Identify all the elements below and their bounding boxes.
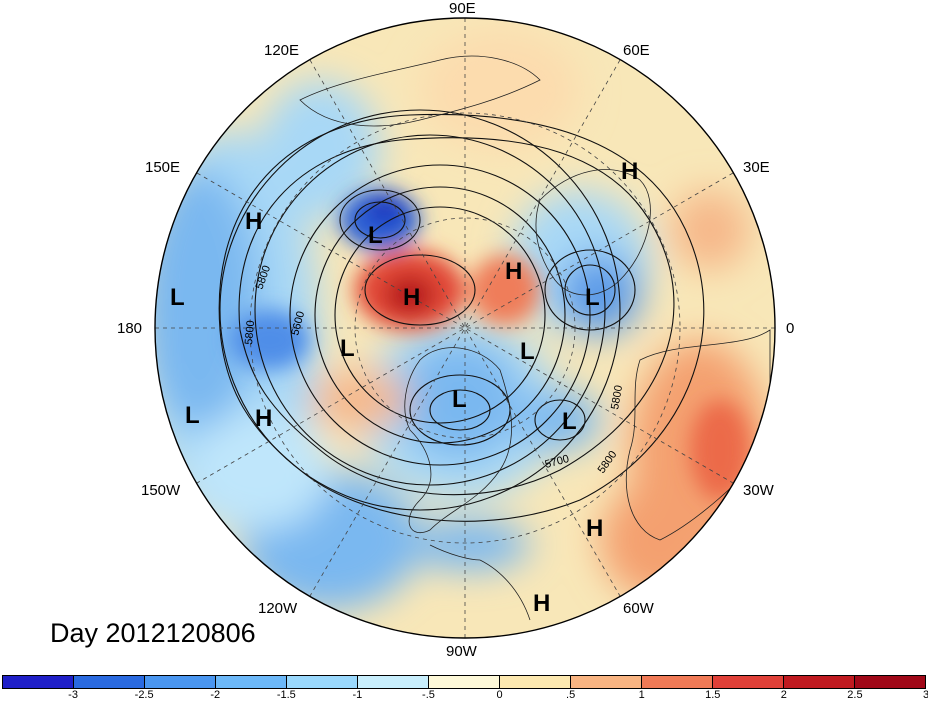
contour-label-3: 5800 — [243, 320, 257, 345]
pressure-center-high: H — [586, 515, 604, 542]
color-bar-tick-label: 1.5 — [705, 689, 721, 701]
pressure-center-low: L — [585, 284, 600, 311]
color-bar-segment — [429, 676, 500, 688]
color-bar-tick-label: 2.5 — [847, 689, 863, 701]
color-bar-tick-label: -1.5 — [276, 689, 296, 701]
coastlines — [299, 55, 771, 621]
color-bar-segment — [784, 676, 855, 688]
pressure-center-high: H — [255, 405, 273, 432]
color-bar-tick-label: -3 — [68, 689, 78, 701]
lon-label-150w: 150W — [141, 482, 181, 499]
color-bar-segment — [74, 676, 145, 688]
lon-label-30e: 30E — [743, 159, 770, 176]
pressure-center-high: H — [505, 258, 523, 285]
color-bar-tick-label: -2.5 — [134, 689, 154, 701]
lon-label-0: 0 — [786, 320, 795, 337]
lon-label-30w: 30W — [743, 482, 774, 499]
pressure-center-low: L — [340, 335, 355, 362]
color-bar-tick-label: -.5 — [422, 689, 435, 701]
color-bar-segment — [358, 676, 429, 688]
pressure-center-high: H — [533, 590, 551, 617]
pressure-center-low: L — [185, 402, 200, 429]
pressure-center-low: L — [520, 338, 535, 365]
color-bar-tick-label: .5 — [566, 689, 576, 701]
geopotential-contours — [218, 109, 705, 522]
pressure-center-high: H — [621, 158, 639, 185]
color-bar-tick-label: -2 — [210, 689, 221, 701]
pressure-center-low: L — [562, 408, 577, 435]
lon-label-120e: 120E — [264, 42, 300, 59]
pressure-center-high: H — [403, 284, 421, 311]
color-bar-tick-label: -1 — [352, 689, 363, 701]
contour-label-6: 5800 — [609, 384, 625, 410]
color-bar-segment — [145, 676, 216, 688]
color-bar-segment — [3, 676, 74, 688]
lon-label-150e: 150E — [145, 159, 181, 176]
lon-label-90w: 90W — [446, 643, 477, 660]
color-bar-tick-label: 3 — [922, 689, 928, 701]
lon-label-180: 180 — [117, 320, 143, 337]
pressure-center-low: L — [170, 284, 185, 311]
color-bar-tick-label: 2 — [780, 689, 787, 701]
color-bar-segment — [571, 676, 642, 688]
pressure-center-high: H — [245, 208, 263, 235]
lon-label-60e: 60E — [623, 42, 650, 59]
pressure-center-low: L — [368, 222, 383, 249]
color-bar-segment — [855, 676, 925, 688]
color-bar-tick-label: 1 — [638, 689, 645, 701]
color-bar-segment — [216, 676, 287, 688]
graticule — [155, 18, 775, 638]
color-bar — [2, 675, 926, 689]
map-boundary — [154, 17, 776, 639]
lon-label-120w: 120W — [258, 600, 298, 617]
color-bar-tick-label: 0 — [496, 689, 503, 701]
lon-label-90e: 90E — [449, 0, 476, 17]
day-label: Day 2012120806 — [50, 618, 256, 648]
color-bar-segment — [500, 676, 571, 688]
lon-label-60w: 60W — [623, 600, 654, 617]
color-bar-segment — [713, 676, 784, 688]
color-bar-segment — [642, 676, 713, 688]
color-bar-segment — [287, 676, 358, 688]
pressure-center-low: L — [452, 386, 467, 413]
